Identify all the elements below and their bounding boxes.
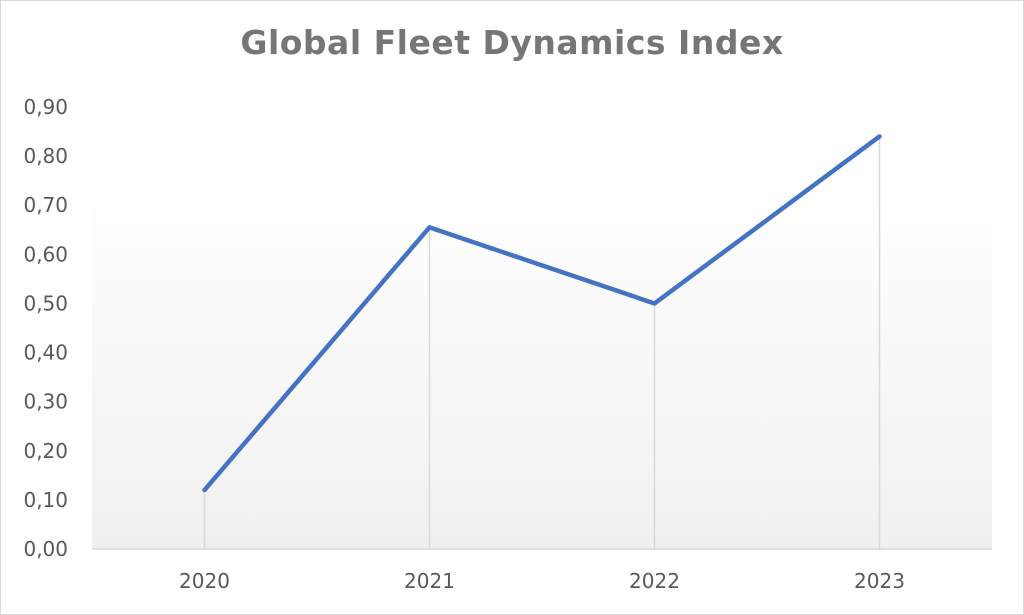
y-tick-label: 0,20 [23,439,68,463]
y-tick-label: 0,90 [23,95,68,119]
plot-background [92,193,992,549]
x-tick-label: 2020 [179,569,230,593]
y-tick-label: 0,30 [23,390,68,414]
y-tick-label: 0,00 [23,537,68,561]
y-tick-label: 0,70 [23,193,68,217]
chart-title: Global Fleet Dynamics Index [240,23,784,62]
x-tick-label: 2021 [404,569,455,593]
y-tick-label: 0,80 [23,144,68,168]
y-tick-label: 0,10 [23,488,68,512]
y-tick-label: 0,40 [23,341,68,365]
series-line [202,134,882,493]
x-tick-label: 2022 [629,569,680,593]
x-tick-label: 2023 [854,569,905,593]
y-tick-label: 0,60 [23,242,68,266]
y-tick-label: 0,50 [23,291,68,315]
